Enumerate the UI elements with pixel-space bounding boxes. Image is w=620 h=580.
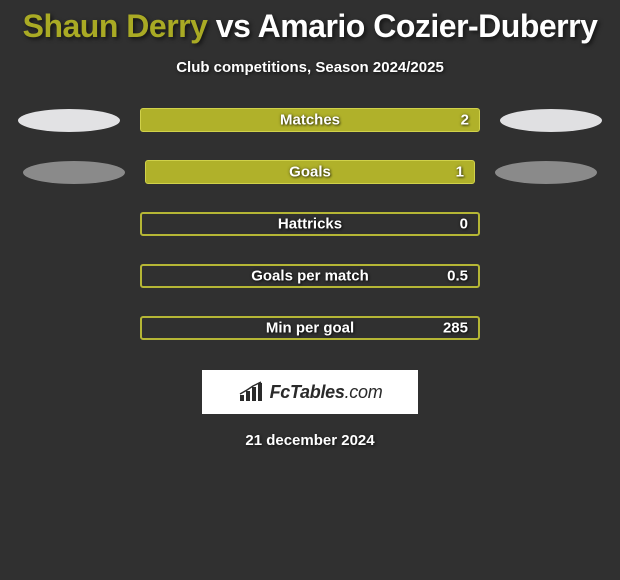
stat-label: Hattricks: [278, 216, 342, 233]
logo-text-bold: FcTables: [270, 382, 345, 402]
stat-bar: Min per goal 285: [140, 316, 480, 340]
player2-name: Amario Cozier-Duberry: [258, 8, 598, 44]
stat-rows: Matches 2 Goals 1 Hattricks 0 Goals per match 0…: [0, 106, 620, 342]
stat-label: Min per goal: [266, 320, 354, 337]
stat-value: 2: [461, 112, 469, 129]
right-ellipse: [500, 109, 602, 132]
stat-row: Matches 2: [0, 106, 620, 134]
stat-row: Goals 1: [0, 158, 620, 186]
stat-label: Goals: [289, 164, 331, 181]
stat-bar: Hattricks 0: [140, 212, 480, 236]
left-ellipse: [18, 109, 120, 132]
vs-text: vs: [216, 8, 251, 44]
stat-bar: Goals per match 0.5: [140, 264, 480, 288]
left-ellipse: [23, 161, 125, 184]
page-title: Shaun Derry vs Amario Cozier-Duberry: [0, 0, 620, 45]
stat-row: Min per goal 285: [0, 314, 620, 342]
stat-value: 285: [443, 320, 468, 337]
logo-text-thin: .com: [345, 382, 383, 402]
stat-row: Hattricks 0: [0, 210, 620, 238]
stat-value: 0: [460, 216, 468, 233]
stat-label: Matches: [280, 112, 340, 129]
right-ellipse: [495, 161, 597, 184]
fctables-logo[interactable]: FcTables.com: [202, 370, 418, 414]
date-text: 21 december 2024: [0, 432, 620, 449]
player1-name: Shaun Derry: [23, 8, 208, 44]
stat-bar: Matches 2: [140, 108, 480, 132]
stat-bar: Goals 1: [145, 160, 475, 184]
subtitle: Club competitions, Season 2024/2025: [0, 59, 620, 76]
logo-text: FcTables.com: [270, 382, 383, 403]
stat-value: 0.5: [447, 268, 468, 285]
stat-row: Goals per match 0.5: [0, 262, 620, 290]
stat-label: Goals per match: [251, 268, 369, 285]
bar-chart-icon: [238, 381, 264, 403]
stat-value: 1: [456, 164, 464, 181]
